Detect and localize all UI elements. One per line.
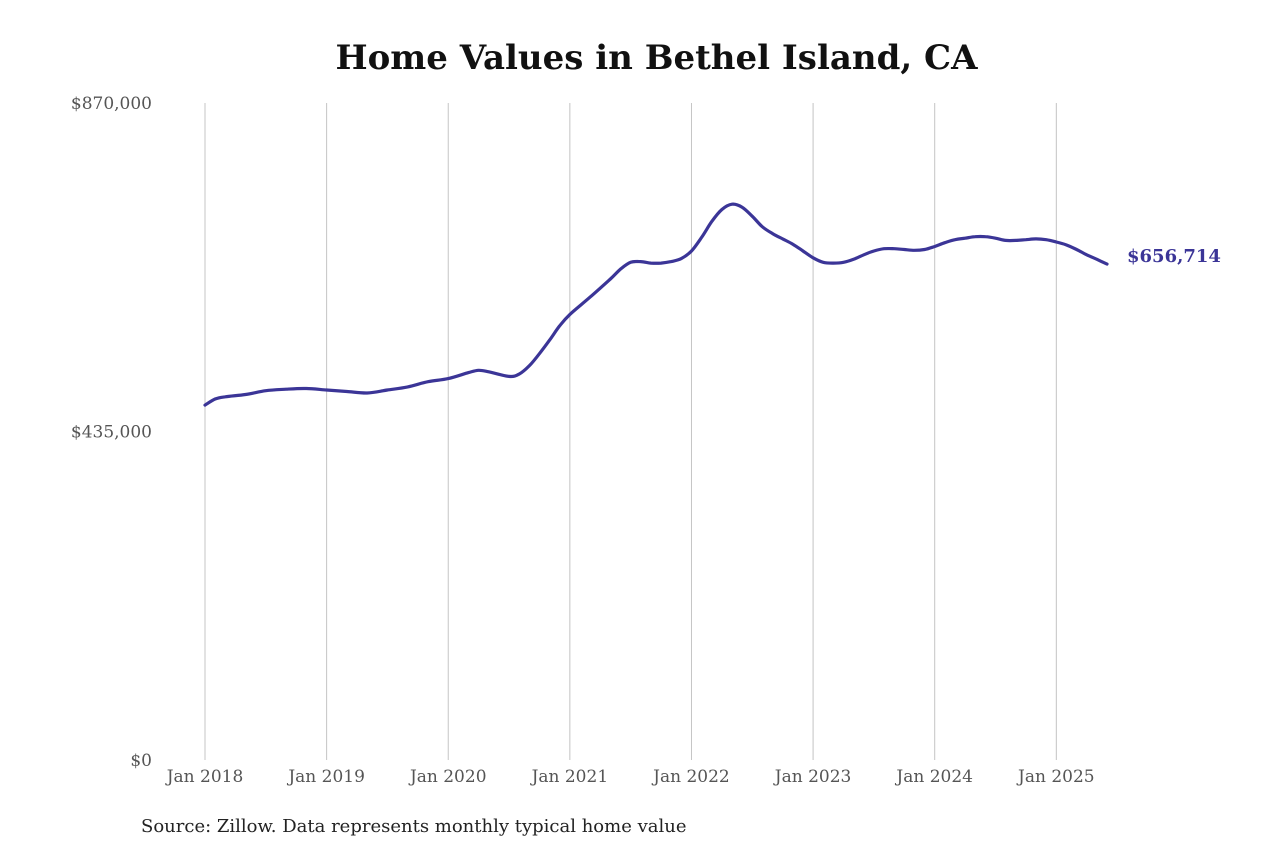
end-value-label: $656,714 <box>1127 246 1221 267</box>
x-tick-label: Jan 2019 <box>286 767 365 787</box>
x-tick-label: Jan 2021 <box>530 767 609 787</box>
x-tick-label: Jan 2018 <box>165 767 244 787</box>
y-tick-label: $0 <box>130 751 152 771</box>
grid-lines <box>204 103 1057 760</box>
x-tick-label: Jan 2022 <box>651 767 730 787</box>
series-line-0 <box>203 202 1109 407</box>
y-axis-tick-labels: $870,000 $435,000 $0 <box>71 94 152 771</box>
x-tick-label: Jan 2023 <box>773 767 852 787</box>
series-group <box>203 202 1109 407</box>
source-note: Source: Zillow. Data represents monthly … <box>141 816 687 837</box>
y-tick-label: $435,000 <box>71 423 152 443</box>
y-tick-label: $870,000 <box>71 94 152 114</box>
x-tick-label: Jan 2025 <box>1016 767 1095 787</box>
x-axis-tick-labels: Jan 2018 Jan 2019 Jan 2020 Jan 2021 Jan 2022… <box>165 767 1095 787</box>
end-label-group: $656,714 <box>1127 246 1221 267</box>
x-tick-label: Jan 2020 <box>408 767 487 787</box>
chart-title: Home Values in Bethel Island, CA <box>335 38 978 78</box>
x-tick-label: Jan 2024 <box>894 767 973 787</box>
